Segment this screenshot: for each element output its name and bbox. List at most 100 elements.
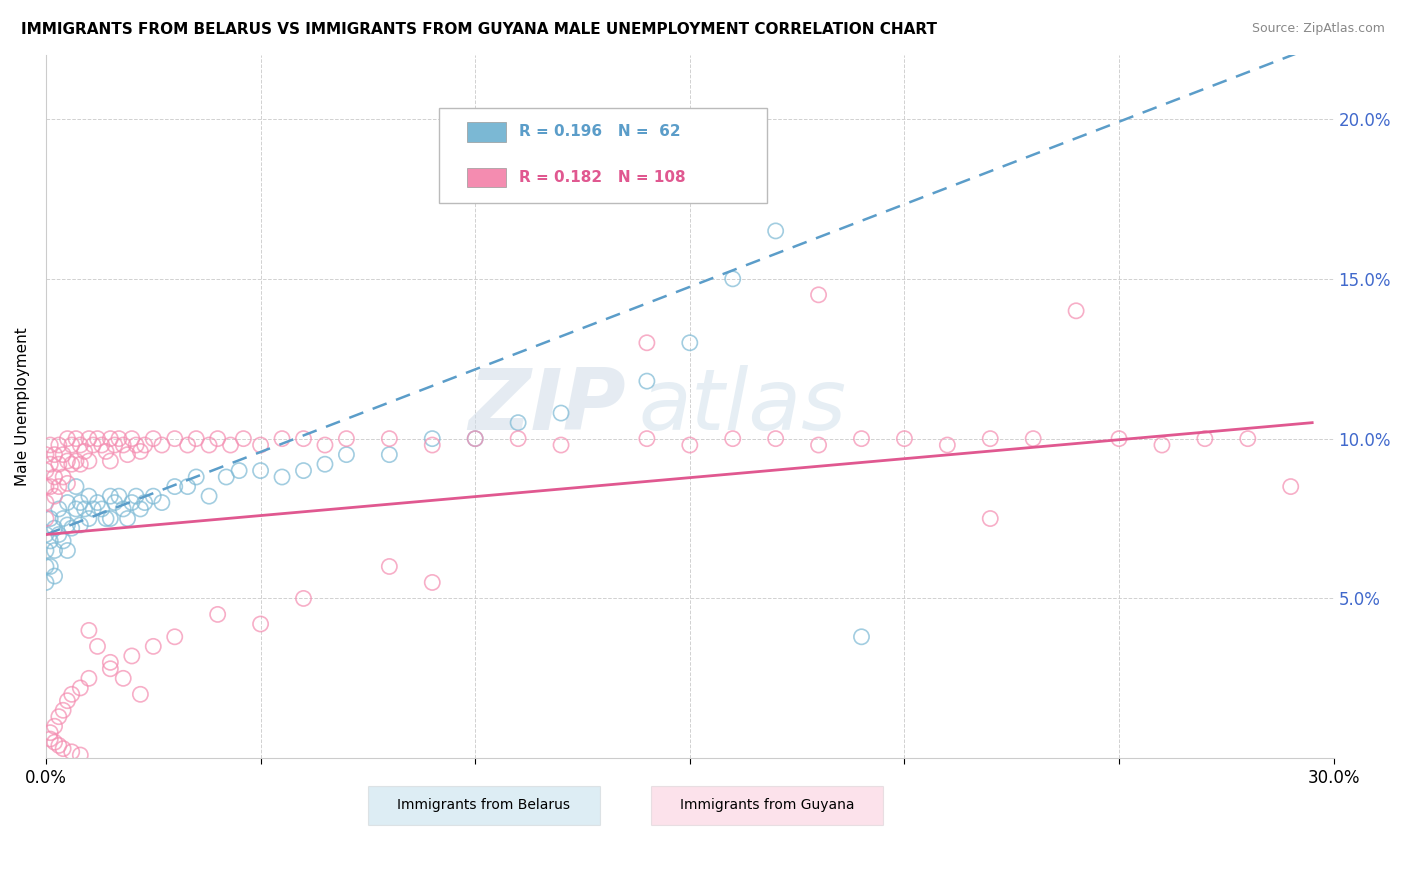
Point — [125, 438, 148, 452]
Point — [163, 432, 186, 446]
Point — [94, 511, 117, 525]
Point — [198, 438, 221, 452]
Point — [39, 479, 62, 493]
FancyBboxPatch shape — [467, 168, 506, 187]
Point — [176, 479, 198, 493]
Point — [121, 648, 143, 663]
Point — [65, 479, 87, 493]
Point — [150, 495, 173, 509]
Point — [35, 448, 58, 462]
Point — [721, 432, 744, 446]
Point — [807, 288, 830, 302]
Point — [60, 438, 83, 452]
Point — [121, 432, 143, 446]
FancyBboxPatch shape — [651, 787, 883, 825]
Point — [60, 457, 83, 471]
Point — [86, 640, 108, 654]
FancyBboxPatch shape — [368, 787, 600, 825]
Point — [48, 527, 70, 541]
Point — [69, 681, 91, 695]
Point — [335, 448, 357, 462]
Point — [420, 575, 443, 590]
Point — [44, 735, 66, 749]
Point — [86, 495, 108, 509]
Point — [121, 495, 143, 509]
Point — [44, 543, 66, 558]
Point — [48, 438, 70, 452]
Point — [198, 489, 221, 503]
Point — [314, 438, 336, 452]
Point — [893, 432, 915, 446]
Point — [56, 694, 79, 708]
Point — [117, 448, 139, 462]
Point — [464, 432, 486, 446]
Point — [39, 511, 62, 525]
Point — [48, 479, 70, 493]
Point — [134, 495, 156, 509]
Point — [52, 511, 75, 525]
Point — [39, 457, 62, 471]
FancyBboxPatch shape — [467, 122, 506, 142]
Point — [44, 470, 66, 484]
Point — [98, 489, 121, 503]
Point — [378, 559, 401, 574]
Point — [1150, 438, 1173, 452]
Point — [69, 517, 91, 532]
Point — [48, 709, 70, 723]
Point — [60, 745, 83, 759]
Point — [69, 747, 91, 762]
Point — [82, 502, 104, 516]
Point — [721, 272, 744, 286]
Point — [77, 454, 100, 468]
Point — [112, 671, 135, 685]
Point — [65, 432, 87, 446]
Point — [129, 444, 152, 458]
Point — [1236, 432, 1258, 446]
Point — [65, 454, 87, 468]
Point — [163, 479, 186, 493]
Text: R = 0.182   N = 108: R = 0.182 N = 108 — [519, 170, 685, 185]
Text: IMMIGRANTS FROM BELARUS VS IMMIGRANTS FROM GUYANA MALE UNEMPLOYMENT CORRELATION : IMMIGRANTS FROM BELARUS VS IMMIGRANTS FR… — [21, 22, 936, 37]
Point — [679, 438, 702, 452]
Point — [77, 432, 100, 446]
Point — [636, 432, 658, 446]
Point — [39, 732, 62, 747]
Point — [48, 502, 70, 516]
Point — [314, 457, 336, 471]
Point — [39, 533, 62, 548]
Point — [636, 374, 658, 388]
Point — [765, 224, 787, 238]
Point — [56, 495, 79, 509]
Text: atlas: atlas — [638, 365, 846, 448]
Point — [77, 624, 100, 638]
Point — [104, 495, 127, 509]
Point — [56, 543, 79, 558]
Point — [60, 687, 83, 701]
Point — [292, 464, 315, 478]
Point — [44, 489, 66, 503]
Point — [378, 448, 401, 462]
Point — [108, 489, 131, 503]
Point — [35, 543, 58, 558]
Point — [163, 630, 186, 644]
Point — [378, 432, 401, 446]
Point — [39, 559, 62, 574]
Point — [207, 607, 229, 622]
Point — [550, 406, 572, 420]
Point — [77, 489, 100, 503]
Point — [82, 438, 104, 452]
Point — [90, 438, 112, 452]
Point — [186, 470, 208, 484]
Point — [129, 687, 152, 701]
Point — [52, 741, 75, 756]
Point — [979, 511, 1001, 525]
Point — [249, 438, 271, 452]
Point — [232, 432, 254, 446]
Point — [104, 438, 127, 452]
Point — [1194, 432, 1216, 446]
Point — [851, 630, 873, 644]
Point — [35, 527, 58, 541]
Point — [851, 432, 873, 446]
Point — [94, 444, 117, 458]
Point — [98, 662, 121, 676]
